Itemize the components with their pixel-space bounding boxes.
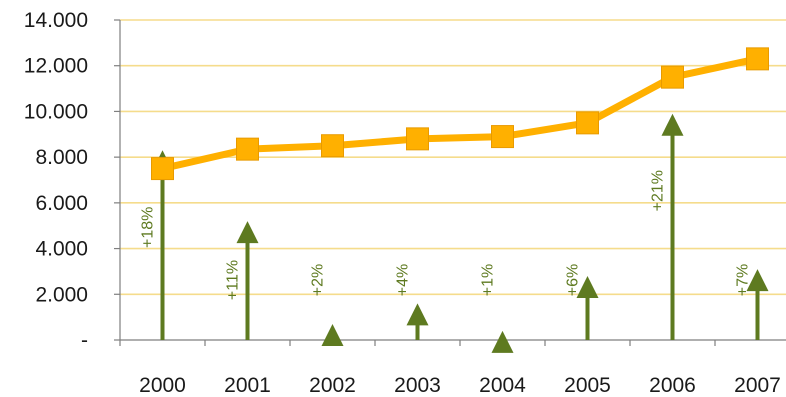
growth-percent-label: +4% (395, 264, 412, 296)
value-point-marker (576, 111, 599, 135)
x-axis: 2000 2001 2002 2003 2004 2005 2006 2007 (119, 339, 786, 397)
y-tick-label: 2.000 (35, 283, 88, 306)
x-tick-label: 2006 (649, 374, 696, 397)
x-tick-label: 2002 (309, 374, 356, 397)
value-point-marker (491, 125, 514, 149)
value-point-marker (321, 134, 344, 158)
value-line-series (151, 47, 769, 181)
y-tick-label: 12.000 (24, 55, 88, 78)
value-line (161, 55, 759, 172)
x-tick-label: 2005 (564, 374, 611, 397)
y-tick-label: 14.000 (24, 9, 88, 32)
y-tick-label: 4.000 (35, 238, 88, 261)
y-axis: - 2.000 4.000 6.000 8.000 10.000 12.000 14.000 (24, 9, 121, 352)
value-point-marker (746, 47, 769, 71)
x-tick-label: 2004 (479, 374, 526, 397)
growth-arrow-head (236, 221, 259, 244)
growth-percent-label: +7% (735, 264, 752, 296)
growth-percent-label: +21% (650, 170, 667, 211)
y-tick-label: 10.000 (24, 100, 88, 123)
y-tick-label: 8.000 (35, 146, 88, 169)
growth-arrow-head (321, 324, 344, 346)
y-tick-label: 6.000 (35, 192, 88, 215)
growth-percent-label: +11% (225, 260, 242, 300)
x-tick-label: 2003 (394, 374, 441, 397)
value-point-marker (151, 157, 174, 181)
x-tick-label: 2001 (224, 374, 271, 397)
growth-percent-label: +18% (140, 207, 157, 248)
growth-arrow-head (406, 303, 429, 326)
value-point-marker (406, 127, 429, 151)
value-point-marker (236, 137, 259, 161)
x-tick-label: 2000 (139, 374, 186, 397)
gridlines (120, 19, 786, 296)
growth-arrow-head (576, 276, 599, 298)
x-tick-label: 2007 (734, 374, 781, 397)
value-point-marker (661, 65, 684, 89)
growth-arrow-head (491, 330, 514, 353)
growth-arrow-head (661, 113, 684, 136)
growth-percent-label: +2% (310, 264, 327, 296)
growth-arrow-head (746, 269, 769, 292)
growth-percent-label: +6% (565, 264, 582, 296)
growth-percent-label: +1% (480, 264, 497, 296)
growth-arrows: +18% +11% +2% +4% +1% +6% +21% +7% (140, 113, 769, 353)
y-tick-label: - (81, 329, 88, 352)
